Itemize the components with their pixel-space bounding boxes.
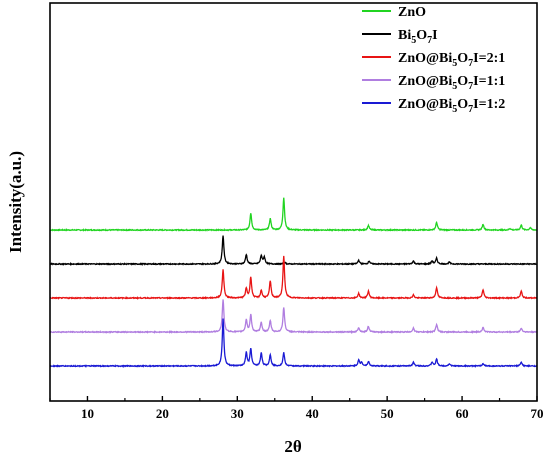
x-tick-label-2: 30 (231, 406, 244, 421)
series-line-3 (49, 299, 538, 335)
x-tick-label-5: 60 (456, 406, 469, 421)
ticks-layer: 10 20 30 40 50 60 70 (49, 396, 544, 421)
x-tick-label-1: 20 (156, 406, 169, 421)
series-line-2 (49, 255, 538, 301)
plot-frame (49, 2, 538, 402)
legend: ZnO Bi5O7I ZnO@Bi5O7I=2:1 ZnO@Bi5O7I=1:1 ZnO… (362, 5, 505, 115)
legend-label-0: ZnO (398, 5, 426, 20)
legend-label-1: Bi5O7I (398, 28, 438, 46)
x-tick-label-6: 70 (531, 406, 544, 421)
x-tick-label-3: 40 (306, 406, 319, 421)
series-line-1 (49, 235, 538, 267)
legend-label-3: ZnO@Bi5O7I=1:1 (398, 74, 505, 92)
y-axis-label: Intensity(a.u.) (6, 151, 25, 253)
series-line-4 (49, 318, 538, 369)
x-axis-label: 2θ (284, 437, 302, 456)
series-line-0 (49, 197, 538, 232)
legend-label-4: ZnO@Bi5O7I=1:2 (398, 97, 505, 115)
series-layer (49, 197, 538, 369)
legend-label-2: ZnO@Bi5O7I=2:1 (398, 51, 505, 69)
x-tick-label-4: 50 (381, 406, 394, 421)
x-tick-label-0: 10 (81, 406, 94, 421)
